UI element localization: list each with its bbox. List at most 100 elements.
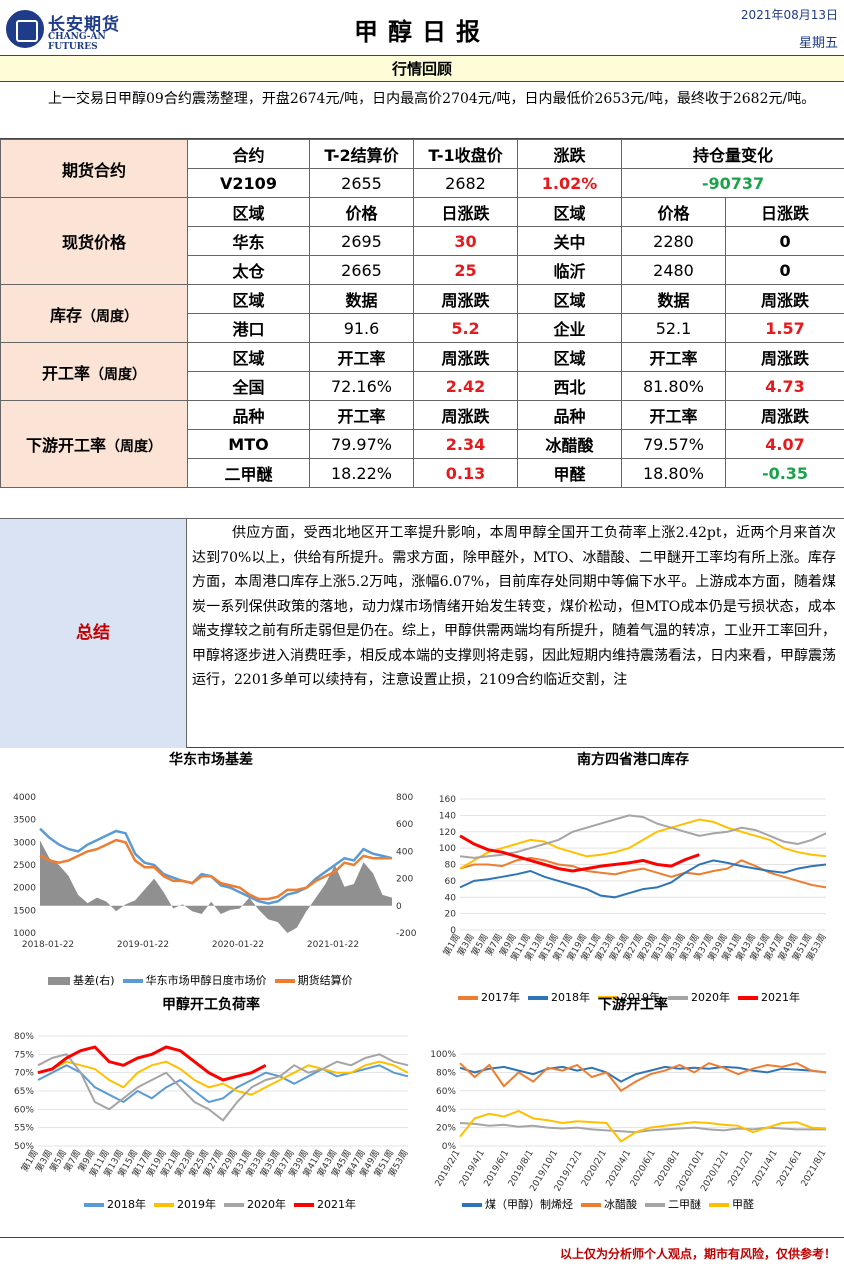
spot-header: 价格 (621, 197, 726, 227)
downstream-label-main: 下游开工率 (25, 436, 106, 455)
y-tick: 0% (442, 1142, 457, 1152)
inventory-value: 91.6 (309, 313, 414, 343)
y-tick: 75% (14, 1050, 34, 1060)
chart-legend: 2017年 2018年 2019年 2020年 2021年 (458, 989, 808, 1005)
legend-item: 2018年 (84, 1196, 146, 1212)
inventory-change: 5.2 (413, 313, 518, 343)
basis-chart-svg: 4000350030002500200015001000800600400200… (13, 793, 417, 950)
y-tick: 100% (430, 1050, 456, 1060)
inventory-header: 周涨跌 (724, 284, 844, 314)
spot-header: 价格 (309, 197, 414, 227)
chart-title: 华东市场基差 (169, 752, 253, 768)
downstream-label-sub: （周度） (106, 439, 162, 455)
legend-label: 2020年 (247, 1198, 286, 1211)
legend-item: 2017年 (458, 989, 520, 1005)
downstream-header: 开工率 (309, 400, 414, 430)
legend-label: 2021年 (317, 1198, 356, 1211)
downstream-header: 周涨跌 (413, 400, 518, 430)
summary-label: 总结 (0, 519, 187, 748)
downstream-rate: 18.22% (309, 458, 414, 488)
legend-swatch (458, 996, 478, 1000)
legend-item: 二甲醚 (645, 1196, 701, 1212)
futures-t2-settle: 2655 (309, 168, 414, 198)
spot-header: 区域 (517, 197, 622, 227)
y-tick: 60% (436, 1087, 456, 1097)
series-line (459, 859, 827, 899)
y-tick: 40 (445, 893, 457, 903)
series-line (459, 1065, 827, 1083)
legend-item: 煤（甲醇）制烯烃 (462, 1196, 573, 1212)
y-left-tick: 4000 (13, 793, 36, 803)
y-left-tick: 1000 (13, 929, 36, 939)
inventory-region: 企业 (517, 313, 622, 343)
y-right-tick: 0 (396, 902, 402, 912)
spot-header: 区域 (187, 197, 310, 227)
legend-label: 二甲醚 (668, 1198, 701, 1211)
spot-header: 日涨跌 (413, 197, 518, 227)
legend-swatch (581, 1203, 601, 1207)
series-line (39, 838, 392, 901)
y-left-tick: 3000 (13, 838, 36, 848)
operating-change: 4.73 (724, 371, 844, 401)
inventory-value: 52.1 (621, 313, 726, 343)
spot-region: 关中 (517, 226, 622, 256)
downstream-change: 4.07 (724, 429, 844, 459)
legend-swatch (645, 1203, 665, 1207)
downstream-rate-chart: 下游开工率 100% 80% 60% 40% 20% 0% 2019/2/1 2019/4/1 2… (422, 994, 844, 1236)
spot-price: 2695 (309, 226, 414, 256)
series-line (459, 1062, 827, 1093)
downstream-change: -0.35 (724, 458, 844, 488)
operating-header: 区域 (187, 342, 310, 372)
legend-item: 2021年 (738, 989, 800, 1005)
operating-label-main: 开工率 (41, 363, 90, 383)
x-tick: 2021/8/1 (800, 1149, 829, 1189)
disclaimer-text: 以上仅为分析师个人观点，期市有风险，仅供参考！ (559, 1247, 836, 1261)
y-tick: 60% (14, 1105, 34, 1115)
chart-legend: 煤（甲醇）制烯烃 冰醋酸 二甲醚 甲醛 (462, 1196, 762, 1212)
y-tick: 80% (14, 1032, 34, 1042)
spot-change: 0 (724, 255, 844, 285)
futures-contract: V2109 (187, 168, 310, 198)
inventory-header: 周涨跌 (413, 284, 518, 314)
futures-header-t2: T-2结算价 (309, 139, 414, 169)
downstream-change: 2.34 (413, 429, 518, 459)
downstream-product: 甲醛 (517, 458, 622, 488)
x-tick: 2018-01-22 (22, 940, 74, 950)
y-left-tick: 2000 (13, 884, 36, 894)
downstream-rate: 79.57% (621, 429, 726, 459)
summary-text: 供应方面，受西北地区开工率提升影响，本周甲醇全国开工负荷率上涨2.42pt，近两… (192, 525, 836, 688)
series-line (459, 834, 700, 873)
series-line (37, 1064, 409, 1104)
review-heading: 行情回顾 (0, 56, 844, 82)
operating-region: 全国 (187, 371, 310, 401)
operating-label: 开工率（周度） (0, 342, 188, 401)
legend-item: 基差(右) (48, 972, 115, 988)
y-tick: 80% (436, 1068, 456, 1078)
y-tick: 55% (14, 1124, 34, 1134)
futures-oi-change: -90737 (620, 168, 844, 198)
y-tick: 20% (436, 1124, 456, 1134)
futures-header-t1: T-1收盘价 (413, 139, 518, 169)
y-tick: 70% (14, 1069, 34, 1079)
downstream-rate: 18.80% (621, 458, 726, 488)
company-logo: 长安期货 CHANG-AN FUTURES (6, 8, 136, 52)
data-table: 期货合约 合约 T-2结算价 T-1收盘价 涨跌 持仓量变化 V2109 265… (0, 139, 844, 488)
downstream-header: 品种 (187, 400, 310, 430)
report-title: 甲醇日报 (354, 18, 490, 46)
legend-label: 2017年 (481, 991, 520, 1004)
series-line (37, 1060, 409, 1096)
legend-swatch (274, 979, 295, 983)
legend-swatch (154, 1203, 174, 1207)
y-tick: 100 (439, 844, 456, 854)
futures-header-contract: 合约 (187, 139, 310, 169)
operating-header: 周涨跌 (413, 342, 518, 372)
y-tick: 140 (439, 811, 456, 821)
report-header: 长安期货 CHANG-AN FUTURES 甲醇日报 2021年08月13日 星… (0, 0, 844, 56)
downstream-product: 冰醋酸 (517, 429, 622, 459)
operating-rate: 81.80% (621, 371, 726, 401)
spot-change: 25 (413, 255, 518, 285)
spot-region: 临沂 (517, 255, 622, 285)
spot-region: 太仓 (187, 255, 310, 285)
series-line (459, 814, 827, 859)
operating-header: 开工率 (621, 342, 726, 372)
